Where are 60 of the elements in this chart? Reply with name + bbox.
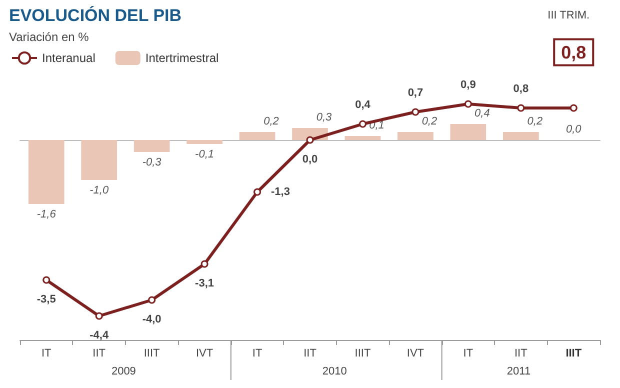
data-label: 0,2 (422, 116, 438, 128)
point (570, 104, 578, 112)
bar (28, 140, 64, 204)
point (148, 296, 156, 304)
point (200, 260, 208, 268)
bar (239, 132, 276, 140)
data-label: -0,3 (142, 156, 162, 168)
data-label: -1,3 (271, 186, 290, 198)
point (306, 136, 314, 144)
data-label: -4,4 (90, 329, 110, 342)
data-label: 0,0 (302, 153, 318, 166)
data-label: 0,8 (561, 42, 586, 62)
data-label: 0,2 (264, 116, 279, 128)
bar (186, 140, 222, 144)
chart-title: EVOLUCIÓN DEL PIB (9, 5, 182, 25)
text: 2010 (322, 366, 347, 378)
data-label: 0,8 (513, 82, 529, 95)
point (517, 104, 525, 112)
x-tick-label: IT (41, 348, 52, 360)
x-tick-label: IIIT (354, 348, 371, 360)
text: III TRIM. (548, 10, 590, 22)
data-label: -3,5 (36, 293, 56, 306)
bar (344, 136, 381, 140)
x-tick-label: IVT (406, 348, 424, 360)
bar (502, 132, 539, 140)
data-label: 0,3 (316, 112, 333, 124)
data-label: -4,0 (142, 313, 162, 326)
data-label: 0,9 (460, 78, 476, 91)
x-tick-label: IIIT (144, 348, 160, 360)
bar (134, 140, 170, 152)
point (464, 100, 472, 108)
legend-label: Intertrimestral (145, 51, 219, 65)
x-tick-label: IIT (92, 348, 106, 360)
text: 2011 (506, 366, 531, 378)
data-label: -3,1 (195, 277, 214, 290)
x-tick-label: IT (463, 348, 474, 360)
point (42, 276, 50, 284)
data-label: -0,1 (195, 148, 214, 160)
data-label: 0,0 (566, 124, 582, 136)
point (412, 108, 420, 116)
point (95, 312, 103, 320)
x-tick-label: IVT (196, 348, 214, 360)
text: 2009 (111, 366, 136, 378)
data-label: 0,2 (527, 116, 543, 128)
x-tick-label: IIIT (566, 348, 582, 360)
data-label: 0,7 (408, 86, 424, 99)
x-tick-label: IIT (304, 348, 317, 360)
bar (450, 124, 486, 140)
legend-label: Interanual (42, 51, 96, 65)
point (358, 120, 366, 128)
point (254, 188, 262, 196)
data-label: 0,4 (474, 108, 490, 120)
chart-subtitle: Variación en % (9, 30, 90, 44)
data-label: -1,6 (36, 208, 57, 220)
bar (398, 132, 434, 140)
x-tick-label: IIT (514, 348, 528, 360)
bar (81, 140, 118, 180)
x-tick-label: IT (252, 348, 262, 360)
data-label: -1,0 (90, 184, 110, 196)
data-label: 0,4 (355, 98, 372, 111)
